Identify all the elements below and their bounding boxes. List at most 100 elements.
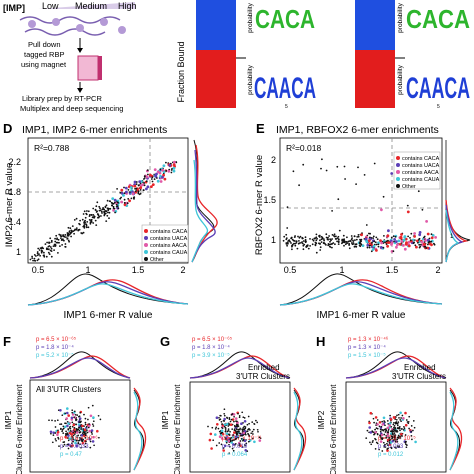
scatter-point (352, 239, 354, 242)
scatter-point (122, 194, 125, 197)
scatter-point (31, 255, 33, 258)
scatter-point (418, 238, 421, 240)
scatter-point (388, 436, 390, 439)
panel-e-ytick-1: 1 (271, 235, 276, 245)
scatter-point (72, 437, 74, 439)
scatter-point (54, 240, 57, 243)
scatter-point (235, 438, 237, 441)
scatter-point (109, 207, 112, 210)
legend-d-uaca: contains UACA (150, 236, 188, 242)
scatter-point (59, 428, 62, 430)
scatter-point (73, 416, 75, 419)
scatter-point (62, 445, 65, 448)
scatter-point (286, 241, 289, 244)
scatter-point (394, 446, 396, 449)
scatter-point (378, 421, 382, 424)
scatter-point (207, 425, 209, 428)
scatter-point (319, 242, 321, 245)
panel-f-right-density-caca (133, 387, 147, 471)
scatter-point (53, 249, 55, 252)
scatter-point (143, 178, 145, 180)
scatter-point (399, 429, 401, 432)
scatter-point (298, 242, 301, 245)
sequence-logo-top: CACA (255, 4, 315, 34)
scatter-point (87, 418, 89, 421)
scatter-point (323, 239, 325, 242)
scatter-point (237, 436, 239, 439)
scatter-point (367, 239, 371, 243)
scatter-point (233, 424, 236, 427)
scatter-point (133, 184, 137, 188)
scatter-point (385, 436, 388, 439)
scatter-point (211, 426, 214, 429)
scatter-point (290, 236, 293, 239)
scatter-point (172, 166, 176, 170)
panel-h-ylabel-top: IMP2 (317, 410, 326, 429)
panel-d: D IMP1, IMP2 6-mer enrichments R²=0.788 … (3, 121, 218, 321)
scatter-point (48, 419, 50, 422)
scatter-point (67, 439, 70, 442)
scatter-point (231, 413, 234, 415)
scatter-point (67, 447, 70, 450)
legend-e-caca: contains CACA (402, 156, 440, 162)
scatter-point (390, 435, 393, 438)
panel-f-scatter (48, 404, 102, 450)
scatter-point (50, 241, 53, 243)
scatter-point (239, 428, 241, 431)
scatter-point (44, 243, 47, 246)
scatter-point (215, 444, 218, 447)
scatter-point (58, 445, 60, 447)
scatter-point (123, 203, 127, 207)
scatter-point (65, 236, 67, 239)
scatter-point (295, 240, 298, 243)
scatter-point (223, 444, 227, 448)
scatter-point (409, 239, 412, 242)
scatter-point (119, 192, 122, 194)
scatter-point (69, 425, 72, 428)
scatter-point (239, 434, 242, 437)
scatter-point (333, 233, 336, 236)
scatter-point (418, 231, 422, 234)
scatter-point (321, 158, 323, 161)
panel-e-legend: contains CACA contains UACA contains AAC… (393, 151, 441, 190)
scatter-point (386, 434, 390, 438)
scatter-point (376, 433, 379, 436)
scatter-point (242, 426, 245, 429)
scatter-point (298, 240, 300, 242)
scatter-point (98, 209, 101, 212)
scatter-point (373, 162, 376, 165)
scatter-point (376, 423, 379, 426)
scatter-point (94, 208, 97, 211)
scatter-point (237, 428, 240, 431)
scatter-point (231, 447, 234, 450)
scatter-point (337, 198, 340, 201)
scatter-point (379, 434, 381, 437)
scatter-point (71, 409, 74, 412)
scatter-point (393, 240, 395, 243)
sequence-logo-bottom: CAACA (254, 72, 316, 105)
scatter-point (139, 186, 143, 190)
scatter-point (56, 419, 59, 422)
scatter-point (220, 429, 224, 433)
scatter-point (67, 434, 70, 437)
scatter-point (255, 419, 257, 422)
scatter-point (81, 424, 84, 428)
scatter-point (354, 239, 356, 242)
scatter-point (374, 428, 376, 431)
scatter-point (315, 239, 318, 242)
scatter-point (124, 190, 128, 194)
scatter-point (218, 442, 221, 444)
scatter-point (224, 430, 227, 433)
scatter-point (400, 233, 403, 236)
panel-d-ylabel: IMP2 6-mer R value (4, 163, 15, 247)
scatter-point (98, 436, 100, 439)
scatter-point (143, 184, 146, 187)
scatter-point (240, 434, 243, 437)
scatter-point (289, 240, 291, 243)
scatter-point (59, 409, 62, 412)
scatter-point (156, 179, 160, 183)
scatter-point (146, 185, 150, 189)
scatter-point (373, 240, 376, 243)
scatter-point (320, 167, 322, 170)
scatter-point (123, 186, 125, 189)
